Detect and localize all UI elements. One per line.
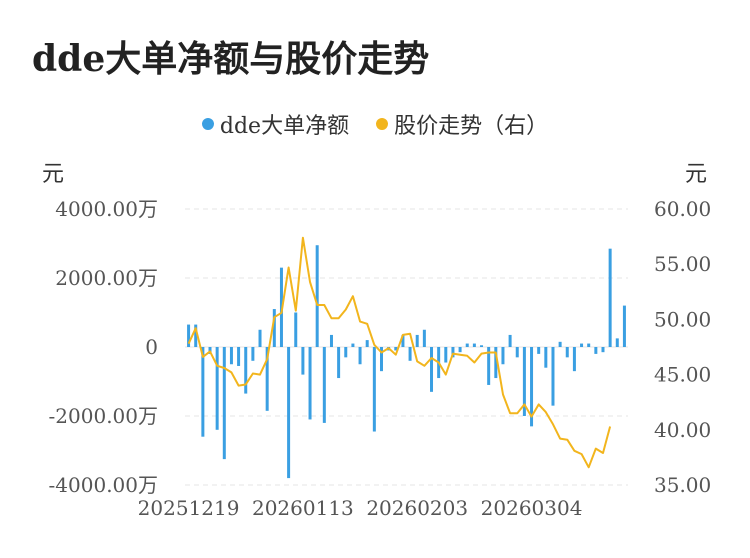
label-layer: 4000.00万 2000.00万 0 -2000.00万 -4000.00万 60.00…	[49, 197, 712, 520]
dde-bar	[415, 334, 419, 347]
dde-bar	[337, 347, 341, 379]
dde-bar	[301, 347, 305, 375]
legend-dot-dde-icon	[201, 118, 214, 130]
left-axis-tick-label: -2000.00万	[49, 404, 158, 428]
chart-legend: dde大单净额 股价走势（右）	[0, 108, 750, 140]
dde-bar	[558, 341, 562, 347]
dde-bar	[408, 347, 412, 361]
dde-bar	[601, 347, 605, 353]
dde-bar	[530, 347, 534, 427]
dde-bar	[458, 347, 462, 353]
dde-bar	[537, 347, 541, 354]
left-axis-tick-label: 2000.00万	[55, 266, 158, 290]
dde-bar	[215, 347, 219, 430]
right-axis-tick-label: 45.00	[654, 363, 711, 387]
right-axis-tick-label: 55.00	[654, 252, 711, 276]
legend-item-dde[interactable]: dde大单净额	[201, 108, 350, 140]
price-line	[187, 236, 612, 469]
dde-bar	[480, 345, 484, 347]
dde-bar	[329, 334, 333, 347]
dde-bar	[608, 248, 612, 347]
legend-label-price: 股价走势（右）	[394, 114, 549, 139]
dde-bar	[572, 347, 576, 372]
dde-bar	[379, 347, 383, 372]
x-axis-tick-label: 20251219	[138, 496, 240, 520]
dde-bar	[587, 343, 591, 347]
left-axis-tick-label: 0	[145, 335, 158, 359]
dde-bar	[615, 338, 619, 347]
line-layer	[187, 236, 612, 469]
dde-bar	[544, 347, 548, 368]
dde-bar	[187, 324, 191, 347]
dde-bar	[322, 347, 326, 423]
dde-bar	[565, 347, 569, 358]
dde-bar	[265, 347, 269, 411]
left-axis-tick-label: -4000.00万	[49, 473, 158, 497]
dde-bar	[358, 347, 362, 365]
dde-bar	[244, 347, 248, 394]
dde-bar	[487, 347, 491, 385]
dde-bar	[222, 347, 226, 460]
dde-bar	[315, 245, 319, 347]
dde-bar	[365, 340, 369, 347]
bar-layer	[187, 245, 626, 479]
dde-bar	[344, 347, 348, 358]
dde-bar	[287, 347, 291, 479]
dde-bar	[430, 347, 434, 392]
dde-bar	[394, 347, 398, 351]
dde-bar	[294, 312, 298, 347]
legend-item-price[interactable]: 股价走势（右）	[376, 108, 548, 140]
left-axis-unit: 元	[42, 162, 65, 187]
right-axis-tick-label: 35.00	[654, 473, 711, 497]
dde-bar	[229, 347, 233, 365]
dde-bar	[444, 347, 448, 363]
x-axis-tick-label: 20260203	[366, 496, 468, 520]
legend-dot-price-icon	[376, 118, 389, 130]
right-axis-tick-label: 60.00	[654, 197, 711, 221]
x-axis-tick-label: 20260113	[252, 496, 354, 520]
dde-bar	[258, 329, 262, 347]
dde-bar	[622, 305, 626, 347]
dde-bar	[494, 347, 498, 379]
dde-bar	[201, 347, 205, 437]
page-title: dde大单净额与股价走势	[32, 38, 430, 80]
dde-bar	[351, 343, 355, 347]
dde-bar	[372, 347, 376, 432]
right-axis-tick-label: 40.00	[654, 418, 711, 442]
dde-bar	[401, 334, 405, 347]
dde-bar	[272, 309, 276, 347]
right-axis-unit: 元	[685, 162, 708, 187]
dde-bar	[508, 334, 512, 347]
right-axis-tick-label: 50.00	[654, 307, 711, 331]
dde-bar	[237, 347, 241, 366]
dde-bar	[501, 347, 505, 365]
dde-bar	[515, 347, 519, 358]
x-axis-tick-label: 20260304	[481, 496, 583, 520]
dde-bar	[580, 343, 584, 347]
dde-bar	[465, 343, 469, 347]
left-axis-tick-label: 4000.00万	[55, 197, 158, 221]
dde-bar	[194, 324, 198, 347]
dde-bar	[472, 343, 476, 347]
dde-bar	[308, 347, 312, 420]
dde-bar	[422, 329, 426, 347]
dde-bar	[251, 347, 255, 361]
dde-bar	[522, 347, 526, 416]
dde-bar	[551, 347, 555, 406]
dde-bar	[594, 347, 598, 354]
legend-label-dde: dde大单净额	[219, 114, 350, 139]
dde-bar	[451, 347, 455, 358]
